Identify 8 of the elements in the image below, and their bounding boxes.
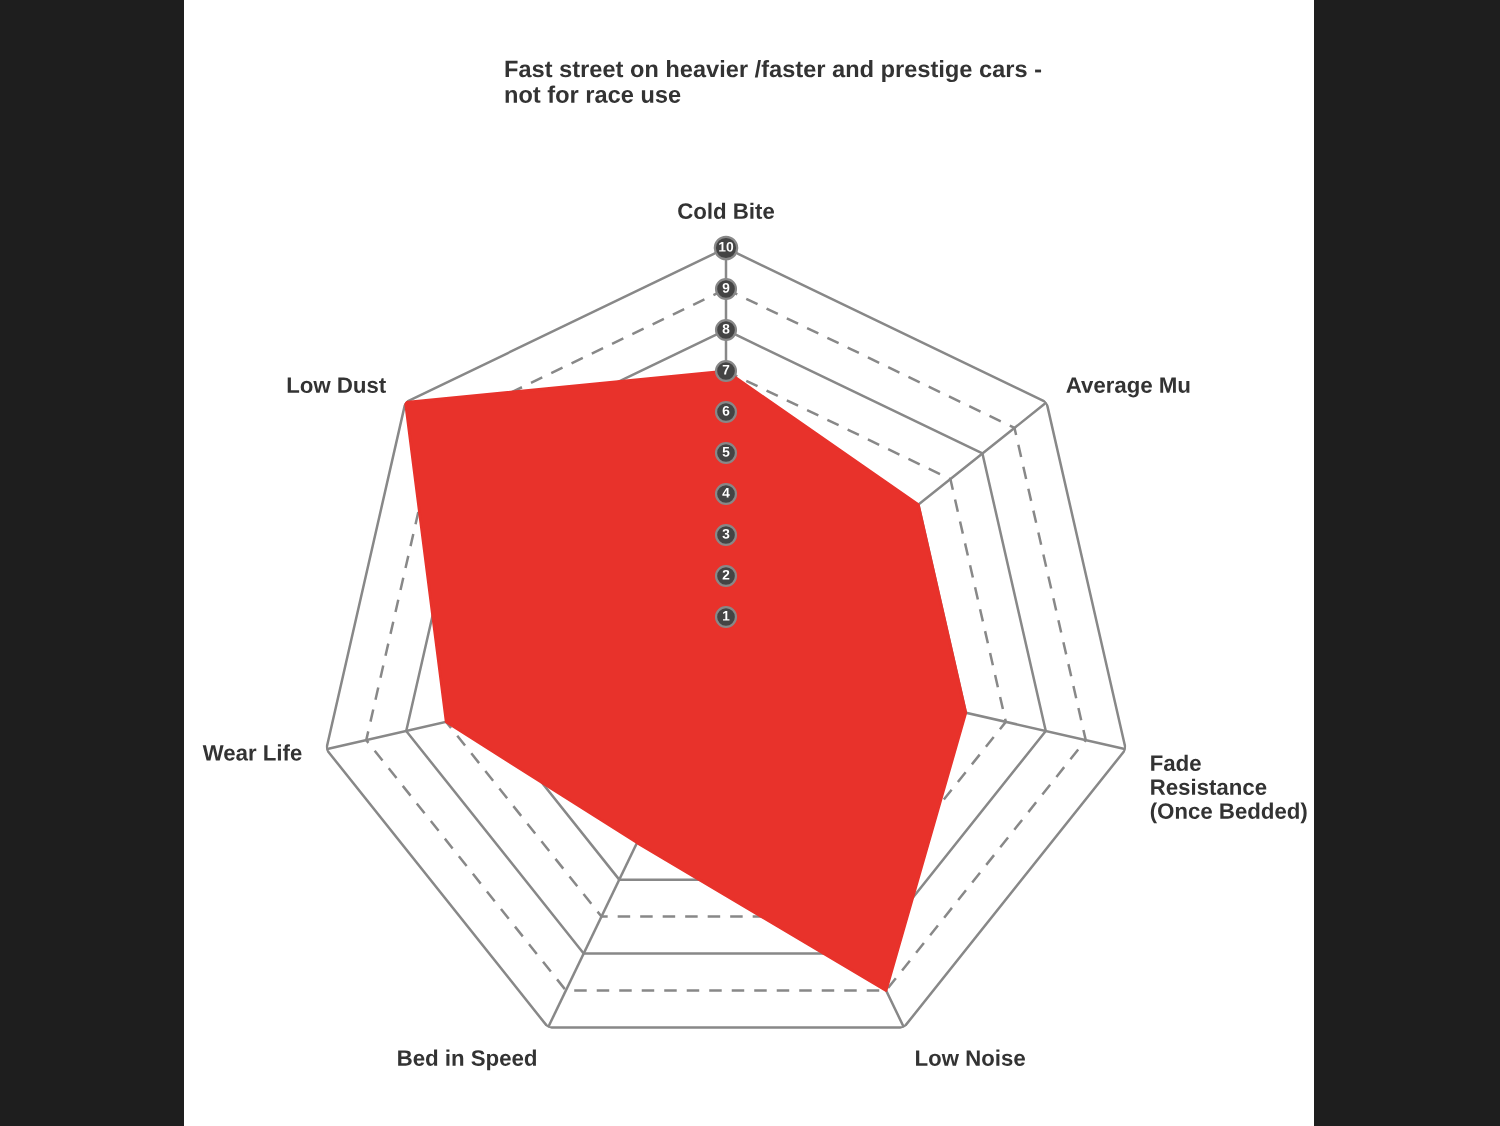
spoke-label: Fade Resistance (Once Bedded) bbox=[1150, 754, 1307, 824]
spoke-label: Low Dust bbox=[287, 377, 386, 393]
spoke-label: Cold Bite bbox=[678, 202, 775, 220]
spoke-label: Bed in Speed bbox=[398, 1049, 536, 1071]
chart-title: Fast street on heavier /faster and prestige cars - not for race use bbox=[505, 60, 1042, 103]
spoke-label: Low Noise bbox=[916, 1049, 1025, 1066]
spoke-label: Average Mu bbox=[1066, 377, 1190, 398]
spoke-label: Wear Life bbox=[202, 744, 302, 761]
